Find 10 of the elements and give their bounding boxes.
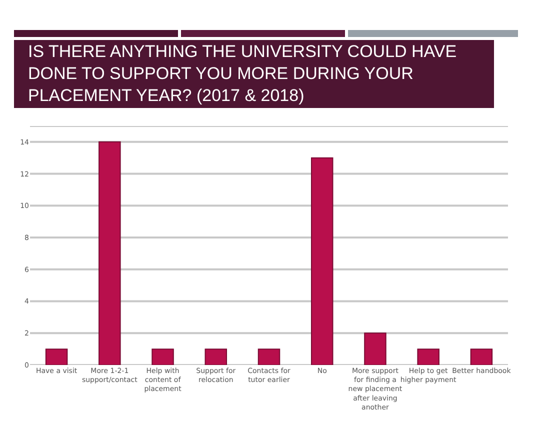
chart-title: IS THERE ANYTHING THE UNIVERSITY COULD HAVE DONE TO SUPPORT YOU MORE DURING YOUR PLACEMENT YEAR? (2017 & 2018)	[14, 40, 494, 108]
bar	[152, 348, 174, 365]
bar	[45, 348, 68, 365]
bar	[310, 157, 334, 365]
bar	[417, 348, 440, 365]
bar	[258, 348, 280, 365]
bar	[470, 348, 493, 365]
bar	[204, 348, 228, 365]
bar	[98, 141, 121, 365]
bar	[364, 332, 386, 365]
